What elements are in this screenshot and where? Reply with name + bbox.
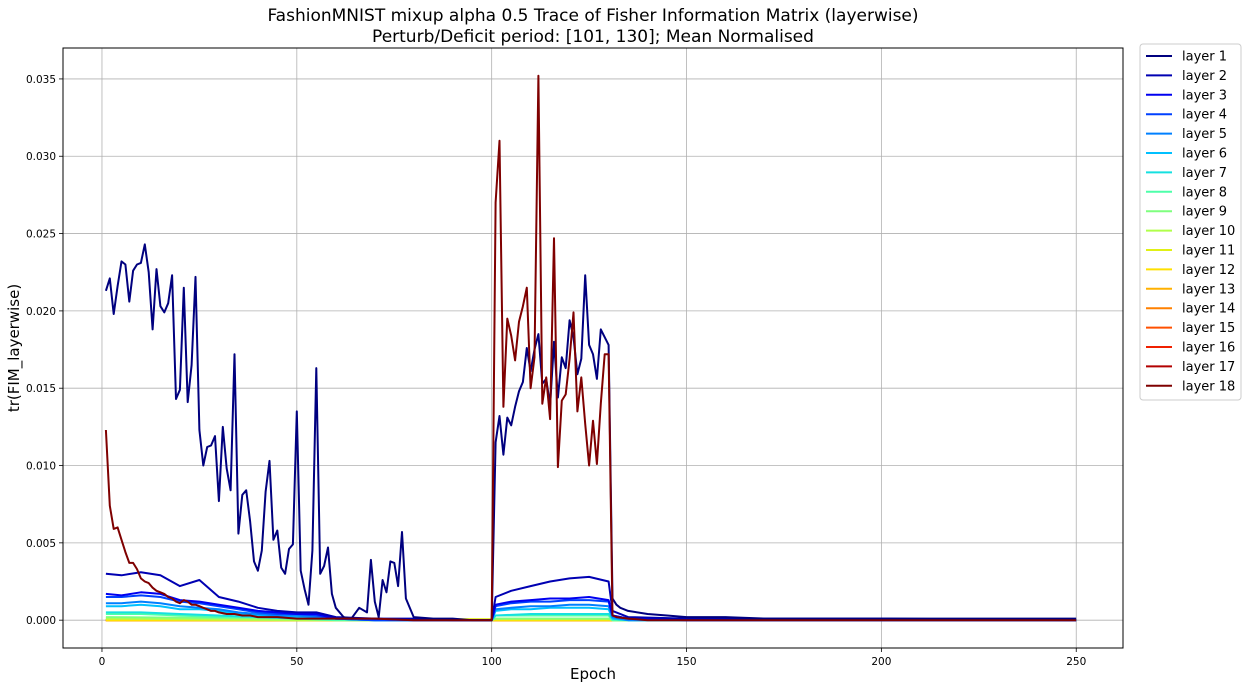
x-tick-label: 150 (677, 656, 697, 668)
x-tick-label: 0 (99, 656, 106, 668)
x-tick-label: 200 (871, 656, 891, 668)
legend-label: layer 16 (1182, 341, 1235, 356)
x-tick-label: 50 (290, 656, 303, 668)
legend-label: layer 3 (1182, 88, 1227, 103)
y-tick-label: 0.035 (26, 74, 56, 86)
legend-label: layer 5 (1182, 127, 1227, 142)
y-tick-label: 0.010 (26, 461, 56, 473)
plot-frame (62, 47, 1124, 649)
legend-label: layer 14 (1182, 302, 1235, 317)
y-tick-label: 0.000 (26, 615, 56, 627)
chart-subtitle: Perturb/Deficit period: [101, 130]; Mean… (372, 27, 814, 47)
legend-label: layer 7 (1182, 166, 1227, 181)
legend-label: layer 8 (1182, 185, 1227, 200)
legend-label: layer 12 (1182, 263, 1235, 278)
x-tick-label: 100 (482, 656, 502, 668)
x-axis-ticks: 0 50 100 150 200 250 (99, 648, 1086, 668)
series-line-layer-1 (104, 243, 1077, 622)
legend-label: layer 10 (1182, 224, 1235, 239)
y-tick-label: 0.025 (26, 229, 56, 241)
legend-label: layer 18 (1182, 379, 1235, 394)
series-lines (104, 74, 1077, 622)
legend-label: layer 11 (1182, 244, 1235, 259)
y-tick-label: 0.015 (26, 383, 56, 395)
legend-label: layer 9 (1182, 205, 1227, 220)
legend-label: layer 1 (1182, 50, 1227, 65)
x-tick-label: 250 (1066, 656, 1086, 668)
y-axis-label: tr(FIM_layerwise) (5, 284, 24, 412)
series-line-layer-18 (104, 74, 1077, 622)
legend-label: layer 15 (1182, 321, 1235, 336)
y-tick-label: 0.030 (26, 151, 56, 163)
legend-label: layer 17 (1182, 360, 1235, 375)
legend: layer 1 layer 2 layer 3 layer 4 layer 5 layer… (1139, 43, 1242, 401)
grid-lines (63, 48, 1123, 648)
y-axis-ticks: 0.000 0.005 0.010 0.015 0.020 0.025 0.030 0.035 (26, 74, 63, 627)
legend-label: layer 2 (1182, 69, 1227, 84)
legend-label: layer 13 (1182, 282, 1235, 297)
series-line-layer-2 (105, 571, 1077, 622)
legend-label: layer 6 (1182, 147, 1227, 162)
legend-label: layer 4 (1182, 108, 1227, 123)
chart-title: FashionMNIST mixup alpha 0.5 Trace of Fi… (267, 6, 918, 26)
x-axis-label: Epoch (570, 665, 616, 683)
y-tick-label: 0.020 (26, 306, 56, 318)
y-tick-label: 0.005 (26, 538, 56, 550)
